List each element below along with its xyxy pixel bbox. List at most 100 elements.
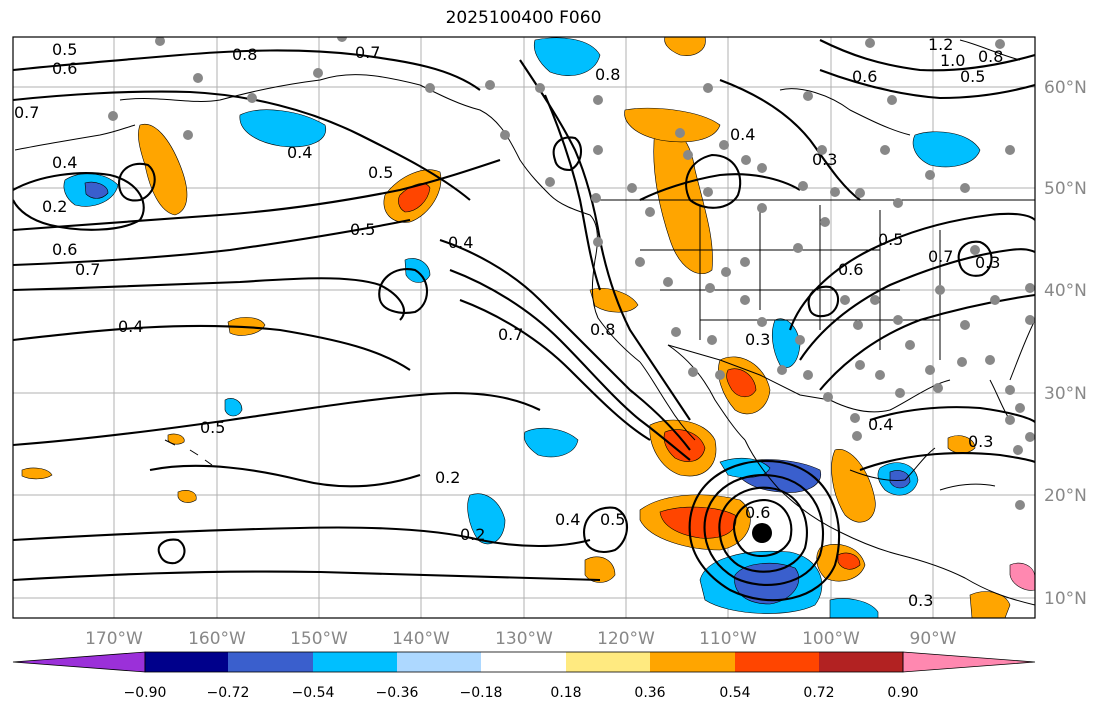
- coast-hawaii: [164, 439, 213, 466]
- contour-label: 0.5: [350, 220, 375, 239]
- shade-red-gulf-alaska: [398, 183, 431, 213]
- contour-label: 0.2: [435, 468, 460, 487]
- station-marker: [721, 267, 731, 277]
- colorbar-frame: [144, 651, 904, 673]
- contour-label: 0.6: [52, 59, 77, 78]
- contour-label: 0.5: [960, 67, 985, 86]
- cyclone-center-marker: [752, 523, 772, 543]
- station-marker: [990, 295, 1000, 305]
- colorbar-tick-label: −0.72: [207, 685, 250, 701]
- station-marker: [193, 73, 203, 83]
- station-marker: [895, 388, 905, 398]
- contour-label: 0.3: [968, 432, 993, 451]
- station-marker: [500, 130, 510, 140]
- coastlines: [14, 39, 1035, 606]
- colorbar-swatch: [397, 652, 481, 672]
- contour-cyclone-4: [688, 459, 841, 602]
- shade-orange-northwest-top: [624, 107, 721, 143]
- contour-label: 0.6: [838, 260, 863, 279]
- station-marker: [960, 183, 970, 193]
- colorbar-tick-label: 0.72: [803, 685, 834, 701]
- station-marker: [627, 183, 637, 193]
- lon-label: 160°W: [188, 629, 246, 649]
- station-marker: [740, 257, 750, 267]
- shade-deepsky-rockies: [771, 318, 801, 368]
- station-marker: [960, 320, 970, 330]
- state-lines-1: [699, 205, 941, 360]
- map-frame: [12, 36, 1036, 619]
- colorbar-tick-label: 0.90: [887, 685, 918, 701]
- lon-label: 150°W: [290, 629, 348, 649]
- station-marker: [905, 340, 915, 350]
- station-marker: [865, 38, 875, 48]
- shade-orange-small-2: [177, 490, 197, 503]
- station-marker: [719, 140, 729, 150]
- colorbar-swatch: [481, 652, 566, 672]
- station-marker: [935, 285, 945, 295]
- contour-label: 0.4: [52, 153, 77, 172]
- lon-label: 110°W: [699, 629, 757, 649]
- contour-label: 0.2: [42, 197, 67, 216]
- station-marker: [1005, 415, 1015, 425]
- lat-label: 20°N: [1044, 486, 1087, 506]
- shade-deepsky-baja-south: [523, 427, 579, 458]
- contour-label: 0.5: [52, 40, 77, 59]
- station-marker: [337, 37, 347, 42]
- contour-label: 0.5: [368, 163, 393, 182]
- station-marker: [852, 431, 862, 441]
- station-marker: [247, 93, 257, 103]
- station-marker: [1005, 385, 1015, 395]
- station-marker: [855, 360, 865, 370]
- station-marker: [635, 257, 645, 267]
- station-marker: [155, 37, 165, 46]
- coast-mexico-pacific: [744, 439, 901, 556]
- colorbar-extend-high: [902, 651, 1036, 673]
- contour-label: 0.6: [852, 67, 877, 86]
- colorbar-tick-label: −0.18: [460, 685, 503, 701]
- contour-baja-trough-3: [459, 299, 651, 441]
- coast-greenland-tip: [959, 39, 1021, 61]
- contour-top-right-1: [819, 39, 1035, 72]
- contour-label: 0.3: [908, 591, 933, 610]
- colorbar-swatch: [819, 652, 903, 672]
- station-marker: [830, 187, 840, 197]
- station-marker: [798, 181, 808, 191]
- station-marker: [313, 68, 323, 78]
- contour-label: 1.2: [928, 35, 953, 54]
- contour-canada: [719, 79, 861, 201]
- station-marker: [1025, 432, 1035, 442]
- contour-alaska-2: [13, 90, 471, 201]
- colorbar-extend-low: [12, 651, 146, 673]
- station-marker: [1015, 500, 1025, 510]
- shade-blue-atlantic: [889, 470, 911, 489]
- contour-label: 0.7: [498, 325, 523, 344]
- lat-label: 30°N: [1044, 384, 1087, 404]
- contour-label: 0.4: [118, 317, 143, 336]
- contour-southwest-low: [582, 506, 629, 554]
- contour-label: 0.7: [14, 103, 39, 122]
- shade-orange-aleutians: [138, 123, 188, 216]
- contour-pacific-mid-1: [13, 277, 405, 321]
- contour-pacific-south-3: [13, 570, 601, 582]
- lon-label: 120°W: [597, 629, 655, 649]
- station-marker: [777, 365, 787, 375]
- station-marker: [1015, 403, 1025, 413]
- lon-label: 90°W: [910, 629, 957, 649]
- contour-east-us-2: [799, 248, 1035, 361]
- contour-cyclone-1: [732, 498, 793, 557]
- contour-cyclone-3: [703, 474, 825, 586]
- station-marker: [1005, 145, 1015, 155]
- colorbar-swatch: [650, 652, 735, 672]
- station-marker: [995, 39, 1005, 49]
- contour-pacific-south-1: [13, 392, 541, 447]
- station-marker: [535, 83, 545, 93]
- station-marker: [593, 237, 603, 247]
- lon-label: 140°W: [392, 629, 450, 649]
- lon-label: 130°W: [495, 629, 553, 649]
- contour-label: 0.7: [355, 43, 380, 62]
- contour-baja-trough-1: [439, 239, 691, 451]
- colorbar-tick-label: −0.90: [124, 685, 167, 701]
- contour-label: 0.3: [812, 150, 837, 169]
- contour-label: 0.8: [978, 47, 1003, 66]
- station-marker: [820, 217, 830, 227]
